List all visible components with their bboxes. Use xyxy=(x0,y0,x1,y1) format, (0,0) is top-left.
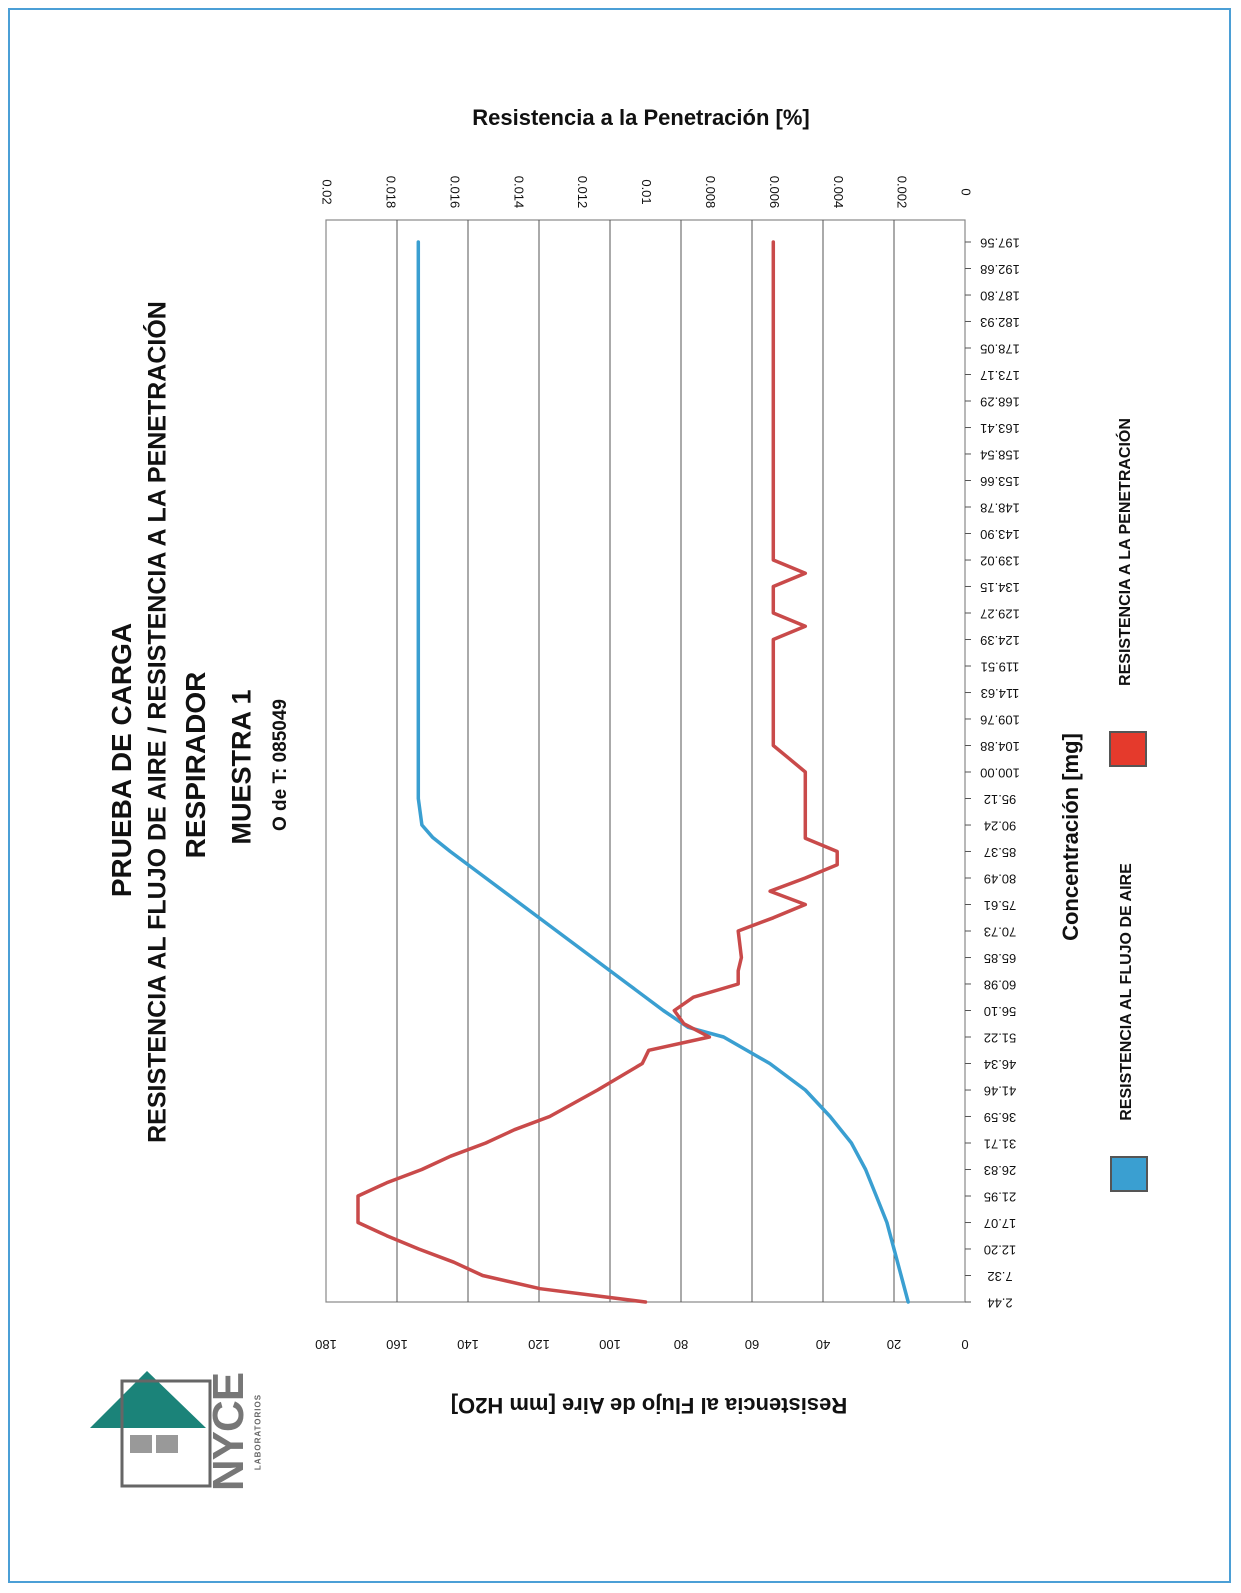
x-axis-tick-label: 124.39 xyxy=(980,633,1020,648)
x-axis-tick-label: 143.90 xyxy=(980,527,1020,542)
x-axis-tick-label: 80.49 xyxy=(984,872,1017,887)
x-axis-tick-label: 51.22 xyxy=(984,1031,1017,1046)
right-axis-tick-label: 0.018 xyxy=(383,176,398,209)
x-axis-tick-label: 65.85 xyxy=(984,951,1017,966)
x-axis-tick-label: 56.10 xyxy=(984,1004,1017,1019)
x-axis-tick-label: 192.68 xyxy=(980,262,1020,277)
x-axis-tick-label: 31.71 xyxy=(984,1137,1017,1152)
x-axis-tick-label: 17.07 xyxy=(984,1216,1017,1231)
right-axis-tick-label: 0 xyxy=(959,188,974,195)
left-axis-tick-label: 60 xyxy=(745,1337,759,1352)
right-axis-tick-label: 0.012 xyxy=(575,176,590,209)
left-axis-tick-label: 160 xyxy=(386,1337,408,1352)
x-axis-tick-label: 187.80 xyxy=(980,289,1020,304)
x-axis-tick-label: 182.93 xyxy=(980,315,1020,330)
x-axis-tick-label: 90.24 xyxy=(984,819,1017,834)
x-axis-tick-label: 36.59 xyxy=(984,1110,1017,1125)
right-axis-tick-label: 0.01 xyxy=(639,179,654,204)
left-axis-tick-label: 180 xyxy=(315,1337,337,1352)
x-axis-tick-label: 60.98 xyxy=(984,978,1017,993)
x-axis-tick-label: 134.15 xyxy=(980,580,1020,595)
x-axis-tick-label: 26.83 xyxy=(984,1163,1017,1178)
x-axis-tick-label: 100.00 xyxy=(980,766,1020,781)
logo-window-right xyxy=(156,1435,178,1453)
x-axis-tick-label: 95.12 xyxy=(984,792,1017,807)
series-line-penetration xyxy=(356,240,839,1304)
x-axis-tick-label: 163.41 xyxy=(980,421,1020,436)
right-axis-tick-label: 0.016 xyxy=(447,176,462,209)
x-axis-tick-label: 148.78 xyxy=(980,501,1020,516)
left-axis-tick-label: 140 xyxy=(457,1337,479,1352)
x-axis-tick-label: 109.76 xyxy=(980,713,1020,728)
x-axis-tick-label: 158.54 xyxy=(980,448,1020,463)
legend-swatch-pen xyxy=(1109,731,1147,767)
right-axis-tick-label: 0.008 xyxy=(703,176,718,209)
left-axis-tick-label: 100 xyxy=(599,1337,621,1352)
x-axis-tick-label: 197.56 xyxy=(980,236,1020,251)
logo-roof-shape xyxy=(90,1371,206,1428)
x-axis-tick-label: 114.63 xyxy=(981,686,1020,701)
right-axis-title: Resistencia a la Penetración [%] xyxy=(472,105,810,130)
x-axis-tick-label: 46.34 xyxy=(984,1057,1017,1072)
x-axis-tick-label: 70.73 xyxy=(984,925,1017,940)
left-axis-tick-label: 20 xyxy=(887,1337,901,1352)
x-axis-tick-label: 168.29 xyxy=(980,395,1020,410)
x-axis-tick-label: 12.20 xyxy=(984,1243,1017,1258)
logo-window-left xyxy=(130,1435,152,1453)
x-axis-tick-label: 153.66 xyxy=(980,474,1020,489)
left-axis-tick-label: 0 xyxy=(961,1337,968,1352)
right-axis-tick-label: 0.02 xyxy=(320,179,335,204)
x-axis-tick-label: 178.05 xyxy=(980,342,1020,357)
x-axis-tick-label: 104.88 xyxy=(980,739,1020,754)
right-axis-tick-label: 0.002 xyxy=(895,176,910,209)
x-axis-tick-label: 119.51 xyxy=(981,660,1020,675)
plot-border xyxy=(325,219,966,1303)
right-axis-tick-label: 0.004 xyxy=(831,176,846,209)
x-axis-tick-label: 21.95 xyxy=(984,1190,1017,1205)
x-axis-tick-label: 129.27 xyxy=(980,607,1020,622)
x-axis-tick-label: 75.61 xyxy=(984,898,1017,913)
left-axis-tick-label: 40 xyxy=(816,1337,830,1352)
x-axis-tick-label: 7.32 xyxy=(987,1269,1012,1284)
x-axis-tick-label: 139.02 xyxy=(980,554,1020,569)
legend-swatch-air xyxy=(1110,1156,1148,1192)
page-frame xyxy=(8,8,1231,1583)
left-axis-tick-label: 80 xyxy=(674,1337,688,1352)
logo-house-outline xyxy=(120,1379,212,1488)
left-axis-tick-label: 120 xyxy=(528,1337,550,1352)
x-axis-tick-label: 2.44 xyxy=(987,1296,1012,1311)
x-axis-tick-label: 41.46 xyxy=(984,1084,1017,1099)
x-axis-tick-label: 173.17 xyxy=(980,368,1020,383)
series-line-air-flow xyxy=(416,240,910,1304)
right-axis-tick-label: 0.006 xyxy=(767,176,782,209)
x-axis-tick-label: 85.37 xyxy=(984,845,1017,860)
right-axis-tick-label: 0.014 xyxy=(511,176,526,209)
